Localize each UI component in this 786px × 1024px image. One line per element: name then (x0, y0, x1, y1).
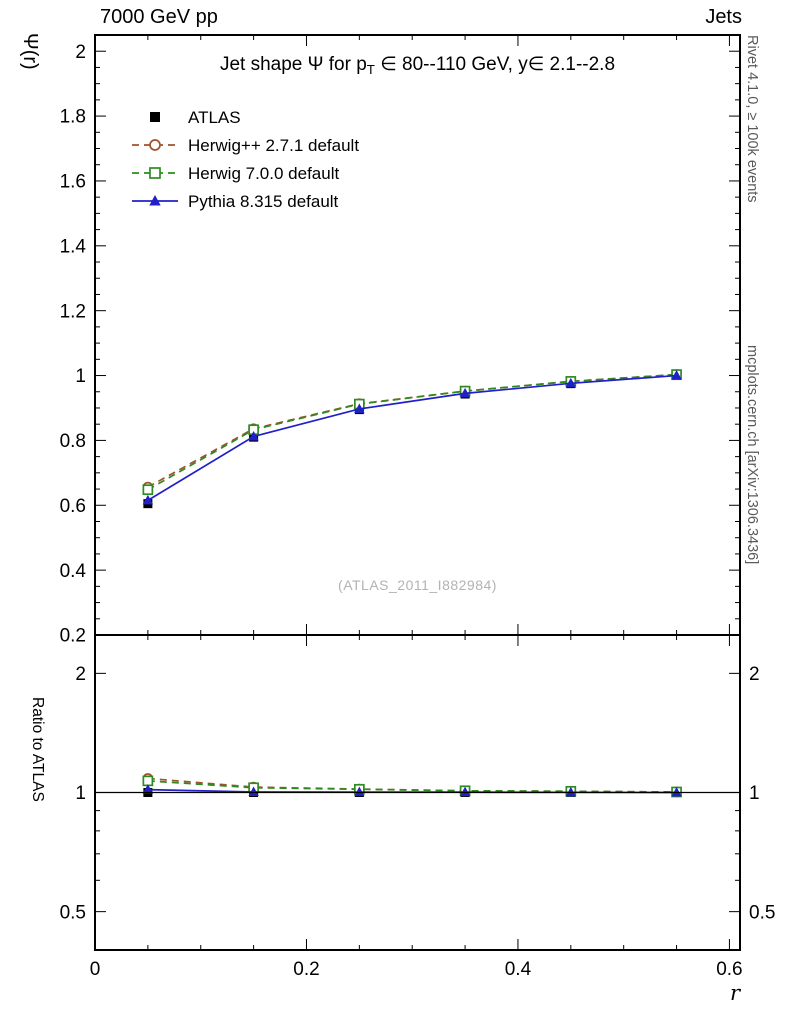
tick-label: 0.4 (505, 959, 532, 980)
data-marker (354, 403, 365, 413)
title-suffix: ∈ 80--110 GeV, y∈ 2.1--2.8 (374, 54, 616, 75)
plot-title: Jet shape Ψ for pT ∈ 80--110 GeV, y∈ 2.1… (95, 53, 740, 77)
data-marker (149, 167, 161, 179)
tick-label: 0.8 (60, 431, 86, 452)
tick-label: 2 (75, 42, 86, 63)
series-line (147, 373, 677, 488)
tick-label: 1.2 (60, 301, 86, 322)
legend-label: Pythia 8.315 default (188, 192, 339, 211)
series-line (147, 373, 677, 491)
legend: ATLAS Herwig++ 2.7.1 default Herwig 7.0.0 … (132, 108, 359, 211)
y-axis-title-main: Ψ(r) (19, 33, 41, 70)
tick-label: 0 (90, 959, 101, 980)
tick-label: 0.5 (60, 902, 86, 923)
data-marker (248, 431, 259, 441)
legend-label: Herwig 7.0.0 default (188, 164, 339, 183)
beam-energy-label: 7000 GeV pp (100, 6, 218, 28)
data-marker (149, 139, 161, 151)
tick-label: 1.8 (60, 107, 86, 128)
axis-tick-labels: 0 0.2 0.4 0.6 0.2 0.4 0.6 0.8 1 1.2 1.4 1.6 1.8 2 0.5 0… (60, 42, 776, 980)
legend-item-herwig-2-7-1-default: Herwig++ 2.7.1 default (132, 136, 359, 155)
tick-label: 1 (749, 783, 760, 804)
y-axis-title-ratio: Ratio to ATLAS (29, 697, 46, 802)
tick-label: 0.6 (60, 496, 86, 517)
tick-label: 0.6 (716, 959, 742, 980)
tick-label: 2 (749, 664, 760, 685)
tick-label: 0.2 (293, 959, 319, 980)
legend-item-herwig-7-0-0-default: Herwig 7.0.0 default (132, 164, 339, 183)
data-marker (150, 112, 160, 122)
data-marker (142, 494, 154, 505)
mcplots-reference-note: mcplots.cern.ch [arXiv:1306.3436] (744, 345, 760, 565)
tick-label: 1.6 (60, 172, 86, 193)
data-marker (459, 387, 471, 398)
title-prefix: Jet shape Ψ for p (219, 54, 367, 75)
legend-label: Herwig++ 2.7.1 default (188, 136, 359, 155)
legend-label: ATLAS (188, 108, 241, 127)
tick-label: 0.4 (60, 561, 87, 582)
title-subscript: T (366, 61, 375, 77)
tick-label: 1.4 (60, 236, 87, 257)
data-marker (149, 195, 161, 206)
legend-item-pythia-8-315-default: Pythia 8.315 default (132, 192, 339, 211)
analysis-id-watermark: (ATLAS_2011_I882984) (338, 577, 497, 593)
data-marker (565, 377, 577, 388)
x-axis-title: r (730, 981, 741, 1005)
legend-item-atlas: ATLAS (150, 108, 241, 127)
tick-label: 1 (75, 366, 86, 387)
tick-label: 1 (75, 783, 86, 804)
data-marker (142, 484, 154, 496)
series-line (147, 374, 677, 502)
analysis-group-label: Jets (705, 6, 742, 28)
data-marker (671, 370, 682, 380)
data-marker (565, 786, 577, 797)
series-line (147, 780, 677, 793)
data-marker (354, 786, 365, 797)
data-marker (671, 787, 682, 797)
rivet-version-note: Rivet 4.1.0, ≥ 100k events (744, 35, 760, 203)
data-marker (142, 775, 154, 787)
tick-label: 0.5 (749, 902, 775, 923)
tick-label: 2 (75, 664, 86, 685)
tick-label: 0.2 (60, 626, 86, 647)
data-marker (142, 784, 154, 794)
data-marker (248, 786, 259, 796)
data-marker (459, 786, 471, 797)
